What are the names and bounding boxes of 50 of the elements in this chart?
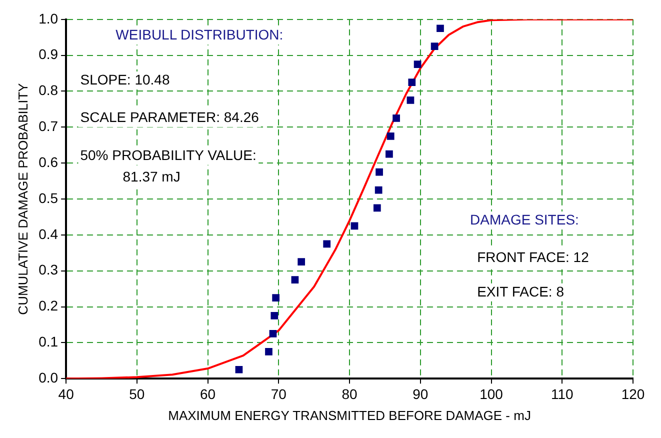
point	[272, 294, 280, 302]
point	[414, 60, 422, 68]
y-tick-label: 1.0	[38, 10, 58, 26]
annotation: WEIBULL DISTRIBUTION:	[116, 26, 284, 42]
y-tick-label: 0.2	[38, 298, 58, 314]
y-tick-label: 0.3	[38, 262, 58, 278]
point	[323, 240, 331, 248]
point	[386, 150, 393, 158]
annotation: FRONT FACE: 12	[477, 249, 590, 266]
x-tick-label: 70	[270, 386, 287, 402]
point	[350, 222, 358, 230]
y-tick-label: 0.8	[38, 82, 58, 98]
x-tick-label: 120	[621, 386, 645, 402]
point	[270, 312, 278, 320]
y-tick-label: 0.0	[38, 369, 58, 386]
point	[291, 276, 299, 284]
annotation: EXIT FACE: 8	[477, 283, 564, 300]
point	[373, 204, 381, 212]
x-axis-title: MAXIMUM ENERGY TRANSMITTED BEFORE DAMAGE - mJ	[168, 408, 531, 423]
point	[235, 366, 243, 374]
x-tick-label: 90	[412, 386, 428, 402]
y-tick-label: 0.1	[38, 334, 58, 350]
point	[406, 96, 414, 104]
annotation: 81.37 mJ	[122, 168, 180, 184]
x-tick-label: 100	[480, 386, 504, 402]
point	[376, 168, 383, 176]
y-tick-label: 0.9	[38, 46, 58, 62]
point	[374, 186, 382, 194]
x-tick-label: 80	[342, 386, 358, 402]
point	[408, 78, 416, 86]
point	[386, 132, 394, 140]
x-tick-label: 40	[58, 386, 74, 402]
x-tick-label: 60	[200, 386, 216, 402]
annotation: DAMAGE SITES:	[470, 211, 579, 228]
x-tick-label: 110	[550, 386, 574, 402]
point	[265, 348, 272, 356]
annotation: 50% PROBABILITY VALUE:	[80, 146, 256, 163]
annotation: SLOPE: 10.48	[80, 71, 170, 88]
point	[436, 24, 444, 32]
y-tick-label: 0.5	[38, 190, 58, 206]
y-tick-label: 0.4	[38, 226, 58, 242]
point	[298, 258, 306, 266]
y-axis-title: CUMULATIVE DAMAGE PROBABILITY	[15, 82, 30, 315]
x-tick-label: 50	[129, 386, 145, 402]
annotation: SCALE PARAMETER: 84.26	[80, 109, 260, 126]
point	[430, 42, 438, 50]
y-tick-label: 0.7	[38, 118, 58, 134]
y-tick-label: 0.6	[38, 154, 58, 170]
point	[392, 114, 400, 122]
point	[269, 330, 277, 338]
